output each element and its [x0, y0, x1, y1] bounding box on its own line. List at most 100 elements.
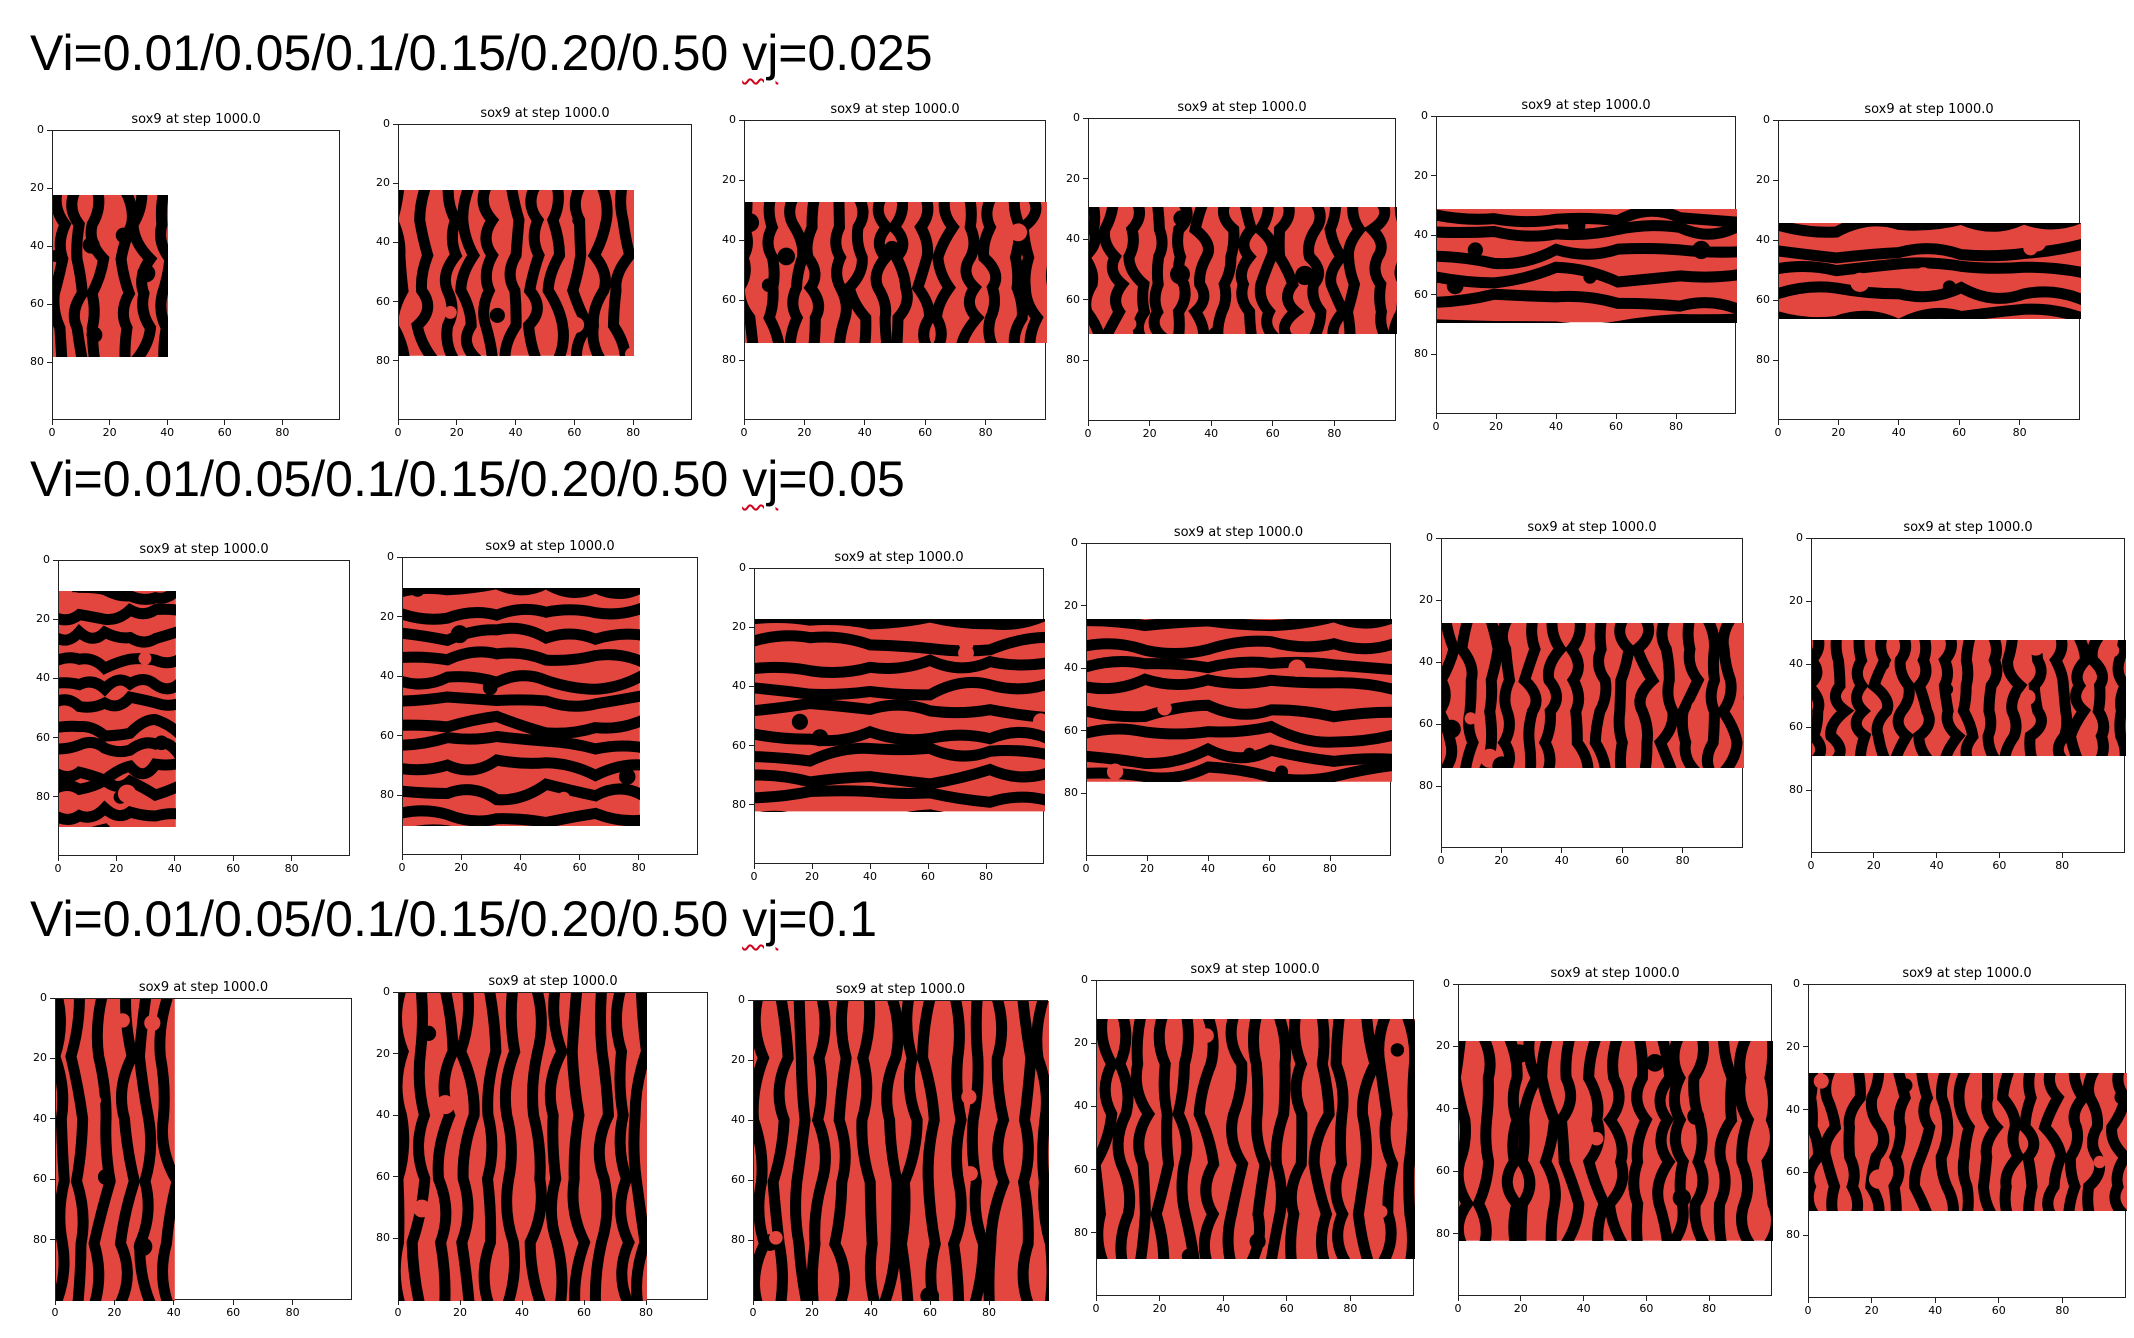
sox9-pattern: [755, 619, 1045, 812]
y-tick: [1436, 599, 1441, 601]
y-tick: [1081, 730, 1086, 732]
x-tick-label: 20: [1152, 1302, 1167, 1315]
y-tick: [47, 129, 52, 131]
sox9-pattern: [399, 993, 647, 1301]
x-tick-label: 20: [1494, 854, 1509, 867]
x-tick-label: 80: [1327, 427, 1342, 440]
y-tick-label: 80: [1436, 1226, 1450, 1240]
x-tick-label: 40: [160, 426, 175, 439]
heading-vj-word: vj: [742, 25, 779, 81]
x-tick-label: 60: [1265, 427, 1280, 440]
y-tick: [50, 997, 55, 999]
sox9-pattern: [59, 590, 176, 828]
y-tick-label: 0: [1073, 111, 1080, 124]
x-tick: [1087, 421, 1089, 426]
x-tick-label: 0: [1774, 426, 1782, 439]
x-tick: [1645, 1296, 1647, 1301]
y-tick: [1773, 239, 1778, 241]
x-tick-label: 40: [1554, 854, 1569, 867]
x-tick: [1998, 853, 2000, 858]
x-tick: [1555, 414, 1557, 419]
y-tick-label: 0: [738, 993, 745, 1006]
y-tick: [53, 737, 58, 739]
x-tick-label: 80: [284, 862, 299, 875]
y-tick: [53, 796, 58, 798]
y-tick-label: 80: [732, 797, 746, 811]
y-tick: [739, 359, 744, 361]
x-tick: [638, 855, 640, 860]
y-tick-label: 40: [732, 679, 746, 693]
y-tick: [47, 303, 52, 305]
y-tick-label: 80: [33, 1232, 47, 1246]
y-tick-label: 20: [380, 609, 394, 623]
y-tick-label: 20: [30, 181, 44, 194]
y-tick-label: 0: [1421, 109, 1428, 122]
y-tick-label: 60: [1419, 717, 1433, 730]
x-tick: [927, 864, 929, 869]
x-tick-label: 60: [572, 861, 587, 874]
y-tick: [393, 1053, 398, 1055]
y-tick: [1091, 1042, 1096, 1044]
y-tick-label: 0: [37, 123, 44, 136]
x-tick-label: 40: [1928, 1304, 1943, 1317]
x-tick-label: 60: [1639, 1302, 1654, 1315]
y-tick: [1081, 605, 1086, 607]
x-tick: [174, 856, 176, 861]
x-tick: [1222, 1296, 1224, 1301]
y-tick: [749, 745, 754, 747]
x-tick: [1329, 856, 1331, 861]
x-tick: [115, 856, 117, 861]
y-tick-label: 0: [383, 117, 390, 130]
y-tick: [739, 119, 744, 121]
y-tick-label: 60: [1414, 287, 1428, 301]
x-tick-label: 80: [631, 861, 646, 874]
y-tick-label: 20: [36, 612, 50, 626]
x-tick: [113, 1300, 115, 1305]
x-tick-label: 60: [918, 426, 933, 439]
y-tick-label: 80: [731, 1233, 745, 1246]
x-tick-label: 60: [567, 426, 582, 439]
x-tick-label: 20: [1831, 426, 1846, 439]
sox9-pattern: [1089, 206, 1397, 335]
y-tick-label: 0: [43, 553, 50, 566]
x-tick: [1457, 1296, 1459, 1301]
x-tick: [1286, 1296, 1288, 1301]
y-tick: [1803, 1234, 1808, 1236]
y-tick: [47, 361, 52, 363]
panel-title: sox9 at step 1000.0: [488, 974, 618, 989]
sox9-pattern: [1809, 1072, 2127, 1212]
plot-area: [52, 130, 340, 420]
x-tick-label: 20: [805, 870, 819, 883]
x-tick-label: 40: [1929, 859, 1944, 872]
y-tick-label: 40: [1064, 661, 1078, 675]
y-tick-label: 0: [1081, 973, 1088, 986]
x-tick: [1807, 1298, 1809, 1303]
x-tick: [109, 420, 111, 425]
x-tick-label: 40: [508, 426, 523, 439]
x-tick: [1435, 414, 1437, 419]
x-tick: [743, 420, 745, 425]
x-tick: [752, 1300, 754, 1305]
x-tick-label: 80: [275, 426, 290, 439]
y-tick: [53, 618, 58, 620]
x-tick-label: 80: [982, 1306, 996, 1319]
panel-title: sox9 at step 1000.0: [1173, 525, 1304, 540]
x-tick-label: 60: [1991, 1304, 2006, 1317]
heading-suffix: =0.05: [778, 451, 905, 507]
y-tick-label: 20: [722, 173, 736, 186]
x-tick-label: 0: [1807, 859, 1815, 872]
x-tick-label: 0: [54, 862, 62, 875]
y-tick-label: 80: [376, 1231, 390, 1245]
y-tick-label: 40: [30, 239, 44, 252]
x-tick: [1272, 421, 1274, 426]
x-tick-label: 40: [864, 1306, 878, 1319]
plot-area: [398, 124, 692, 420]
y-tick: [1436, 661, 1441, 663]
x-tick: [864, 420, 866, 425]
y-tick-label: 0: [1793, 977, 1800, 990]
plot-area: [402, 557, 698, 855]
y-tick-label: 60: [33, 1172, 47, 1186]
y-tick-label: 80: [722, 353, 736, 366]
y-tick: [1803, 1171, 1808, 1173]
y-tick: [1091, 1105, 1096, 1107]
